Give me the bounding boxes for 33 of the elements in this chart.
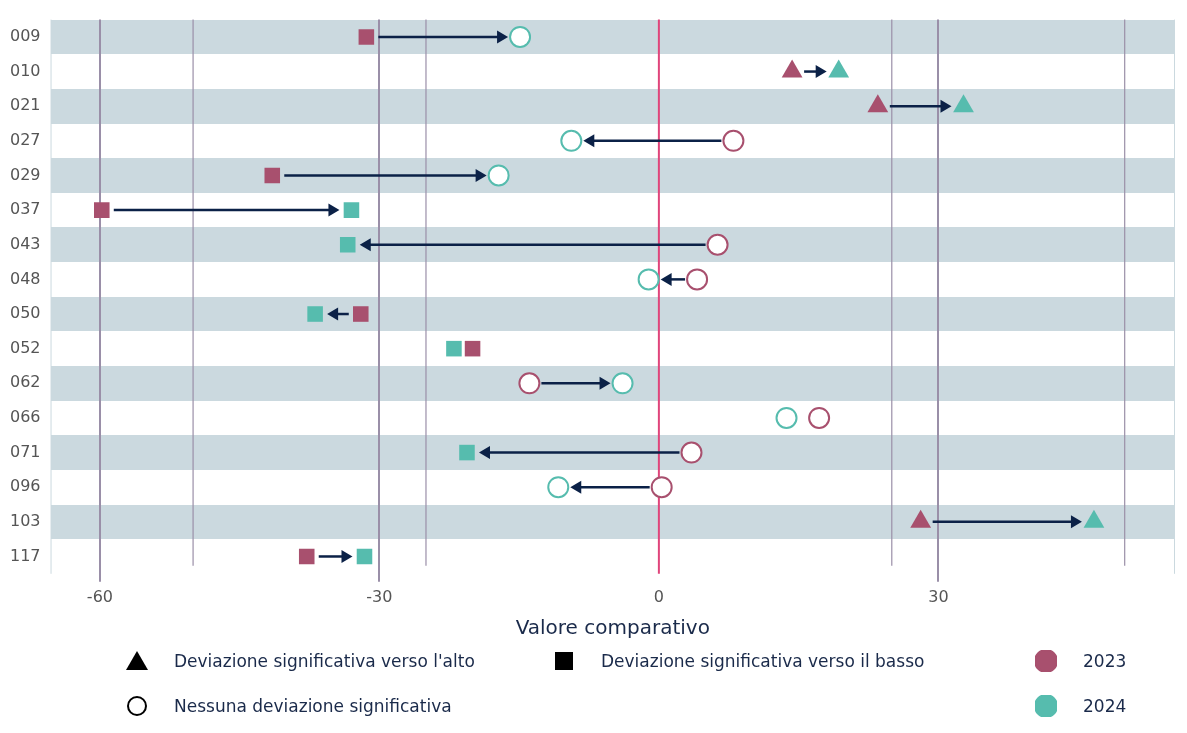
y-tick-label: 029 [9, 164, 41, 184]
x-tick-label: 0 [653, 586, 664, 606]
point [298, 548, 315, 565]
x-axis-title: Valore comparativo [515, 615, 710, 640]
x-tick-label: -30 [366, 586, 393, 606]
y-tick-label: 103 [9, 511, 41, 530]
legend-label: Deviazione significativa verso il basso [601, 651, 925, 671]
y-tick-label: 117 [9, 545, 41, 565]
point [459, 444, 475, 461]
y-tick-label: 062 [9, 372, 41, 392]
y-tick-label: 010 [9, 60, 41, 80]
y-tick-label: 071 [9, 441, 41, 461]
y-tick-label: 009 [9, 26, 41, 46]
y-tick-label: 027 [9, 129, 41, 149]
x-tick-label: 30 [928, 586, 949, 606]
legend-label: 2023 [1083, 651, 1127, 671]
point [339, 236, 356, 253]
y-tick-label: 037 [9, 199, 41, 219]
y-tick-label: 048 [9, 268, 41, 288]
legend-label: 2024 [1083, 696, 1127, 716]
point [464, 340, 481, 357]
legend-label: Deviazione significativa verso l'alto [174, 651, 475, 671]
x-tick-label: -60 [86, 586, 113, 606]
point [356, 548, 373, 565]
y-tick-label: 043 [9, 233, 41, 253]
point [446, 340, 462, 357]
point [264, 167, 281, 184]
y-tick-label: 096 [9, 476, 41, 496]
y-tick-label: 066 [9, 407, 41, 427]
y-tick-label: 052 [9, 337, 41, 357]
legend-label: Nessuna deviazione significativa [174, 696, 452, 716]
y-tick-label: 021 [9, 95, 41, 115]
y-tick-label: 050 [9, 303, 41, 323]
